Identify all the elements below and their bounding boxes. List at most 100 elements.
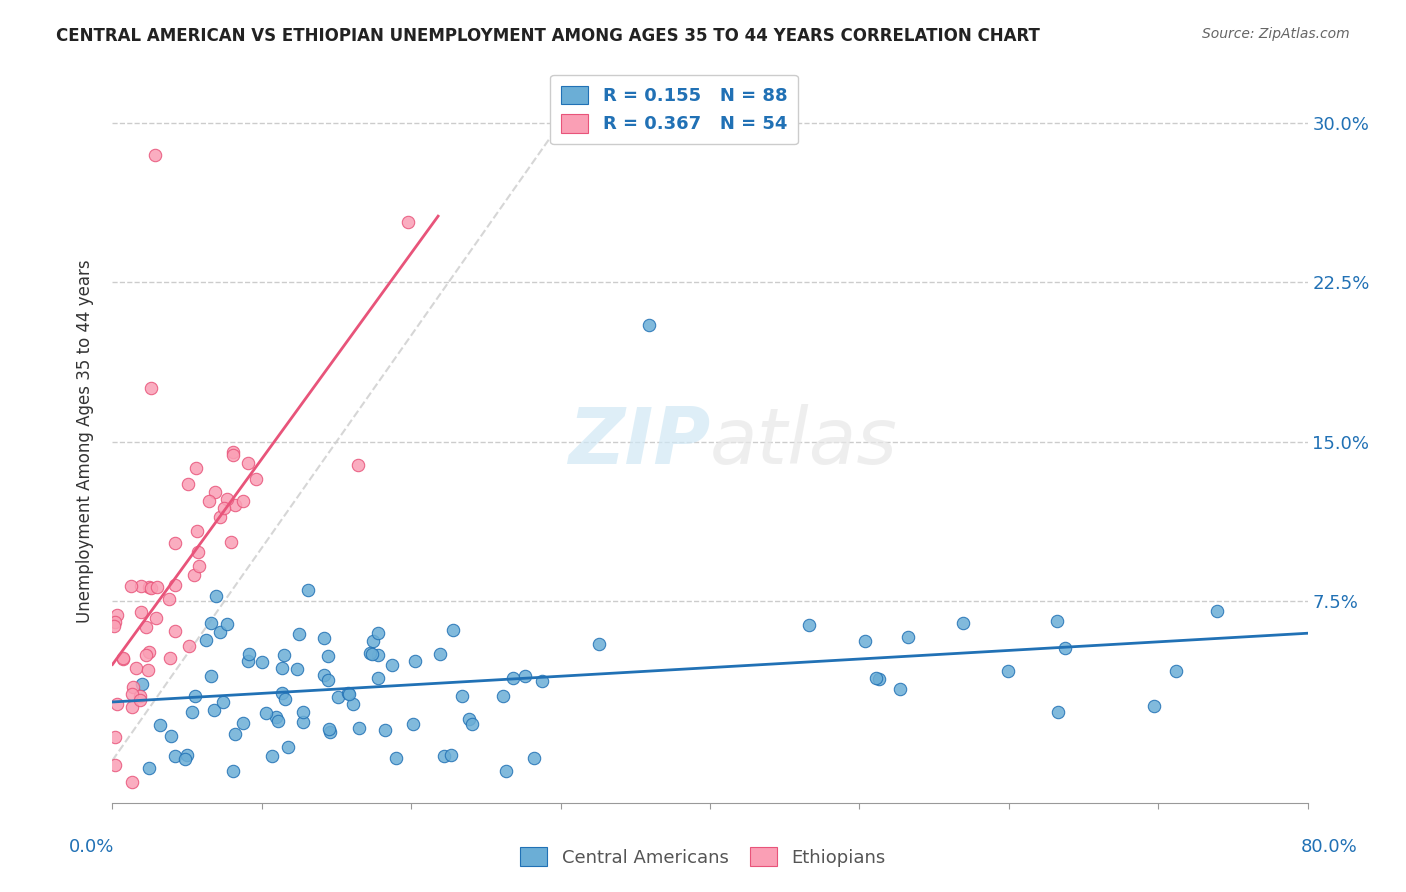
- Point: [124, 660, 146, 674]
- Point: [318, 725, 340, 739]
- Point: [195, 633, 218, 648]
- Point: [197, 493, 219, 508]
- Point: [105, 697, 128, 711]
- Point: [855, 633, 877, 648]
- Point: [342, 697, 364, 711]
- Point: [297, 582, 319, 597]
- Point: [141, 381, 163, 395]
- Point: [138, 645, 160, 659]
- Point: [238, 648, 260, 662]
- Point: [396, 215, 419, 229]
- Point: [211, 695, 233, 709]
- Point: [139, 582, 162, 596]
- Point: [163, 536, 186, 550]
- Point: [121, 687, 143, 701]
- Point: [236, 654, 259, 668]
- Point: [440, 747, 463, 762]
- Point: [952, 616, 974, 631]
- Point: [523, 751, 546, 765]
- Point: [433, 748, 456, 763]
- Point: [277, 739, 299, 754]
- Point: [291, 706, 314, 720]
- Point: [214, 501, 236, 516]
- Point: [232, 494, 254, 508]
- Point: [531, 673, 554, 688]
- Point: [254, 706, 277, 720]
- Point: [232, 716, 254, 731]
- Point: [205, 589, 228, 603]
- Y-axis label: Unemployment Among Ages 35 to 44 years: Unemployment Among Ages 35 to 44 years: [76, 260, 94, 624]
- Point: [129, 693, 152, 707]
- Point: [224, 726, 246, 740]
- Point: [285, 662, 308, 676]
- Point: [359, 646, 381, 660]
- Point: [131, 676, 153, 690]
- Point: [897, 630, 920, 644]
- Point: [266, 714, 288, 728]
- Point: [274, 692, 297, 706]
- Point: [104, 615, 127, 629]
- Point: [367, 626, 389, 640]
- Point: [347, 721, 370, 735]
- Point: [1206, 604, 1229, 618]
- Point: [112, 650, 135, 665]
- Point: [460, 717, 482, 731]
- Legend: R = 0.155   N = 88, R = 0.367   N = 54: R = 0.155 N = 88, R = 0.367 N = 54: [550, 75, 799, 145]
- Point: [148, 718, 170, 732]
- Point: [157, 592, 180, 607]
- Point: [224, 498, 246, 512]
- Point: [173, 752, 195, 766]
- Point: [217, 616, 239, 631]
- Point: [204, 484, 226, 499]
- Point: [495, 764, 517, 778]
- Point: [245, 472, 267, 486]
- Point: [429, 647, 451, 661]
- Point: [316, 673, 339, 688]
- Point: [361, 633, 384, 648]
- Point: [202, 703, 225, 717]
- Point: [129, 605, 152, 619]
- Point: [312, 668, 335, 682]
- Point: [129, 690, 152, 704]
- Point: [337, 687, 360, 701]
- Text: Source: ZipAtlas.com: Source: ZipAtlas.com: [1202, 27, 1350, 41]
- Point: [314, 631, 336, 645]
- Point: [183, 567, 205, 582]
- Point: [458, 712, 481, 726]
- Point: [347, 458, 370, 472]
- Legend: Central Americans, Ethiopians: Central Americans, Ethiopians: [513, 840, 893, 874]
- Point: [291, 714, 314, 729]
- Point: [208, 510, 231, 524]
- Point: [273, 648, 295, 663]
- Point: [103, 619, 125, 633]
- Point: [222, 764, 245, 778]
- Text: ZIP: ZIP: [568, 403, 710, 480]
- Point: [121, 774, 143, 789]
- Point: [868, 673, 890, 687]
- Point: [865, 671, 887, 685]
- Point: [236, 457, 259, 471]
- Point: [163, 624, 186, 639]
- Text: atlas: atlas: [710, 403, 898, 480]
- Point: [138, 581, 160, 595]
- Point: [360, 647, 382, 661]
- Point: [131, 579, 153, 593]
- Point: [146, 580, 169, 594]
- Point: [186, 524, 208, 538]
- Point: [176, 747, 198, 762]
- Point: [374, 723, 396, 738]
- Point: [326, 690, 349, 705]
- Point: [1143, 698, 1166, 713]
- Point: [404, 654, 426, 668]
- Point: [215, 491, 238, 506]
- Point: [200, 669, 222, 683]
- Point: [135, 648, 157, 663]
- Point: [159, 651, 181, 665]
- Point: [1054, 640, 1077, 655]
- Point: [451, 689, 474, 703]
- Point: [381, 657, 404, 672]
- Point: [120, 579, 142, 593]
- Point: [367, 648, 389, 663]
- Point: [222, 448, 245, 462]
- Point: [160, 729, 183, 743]
